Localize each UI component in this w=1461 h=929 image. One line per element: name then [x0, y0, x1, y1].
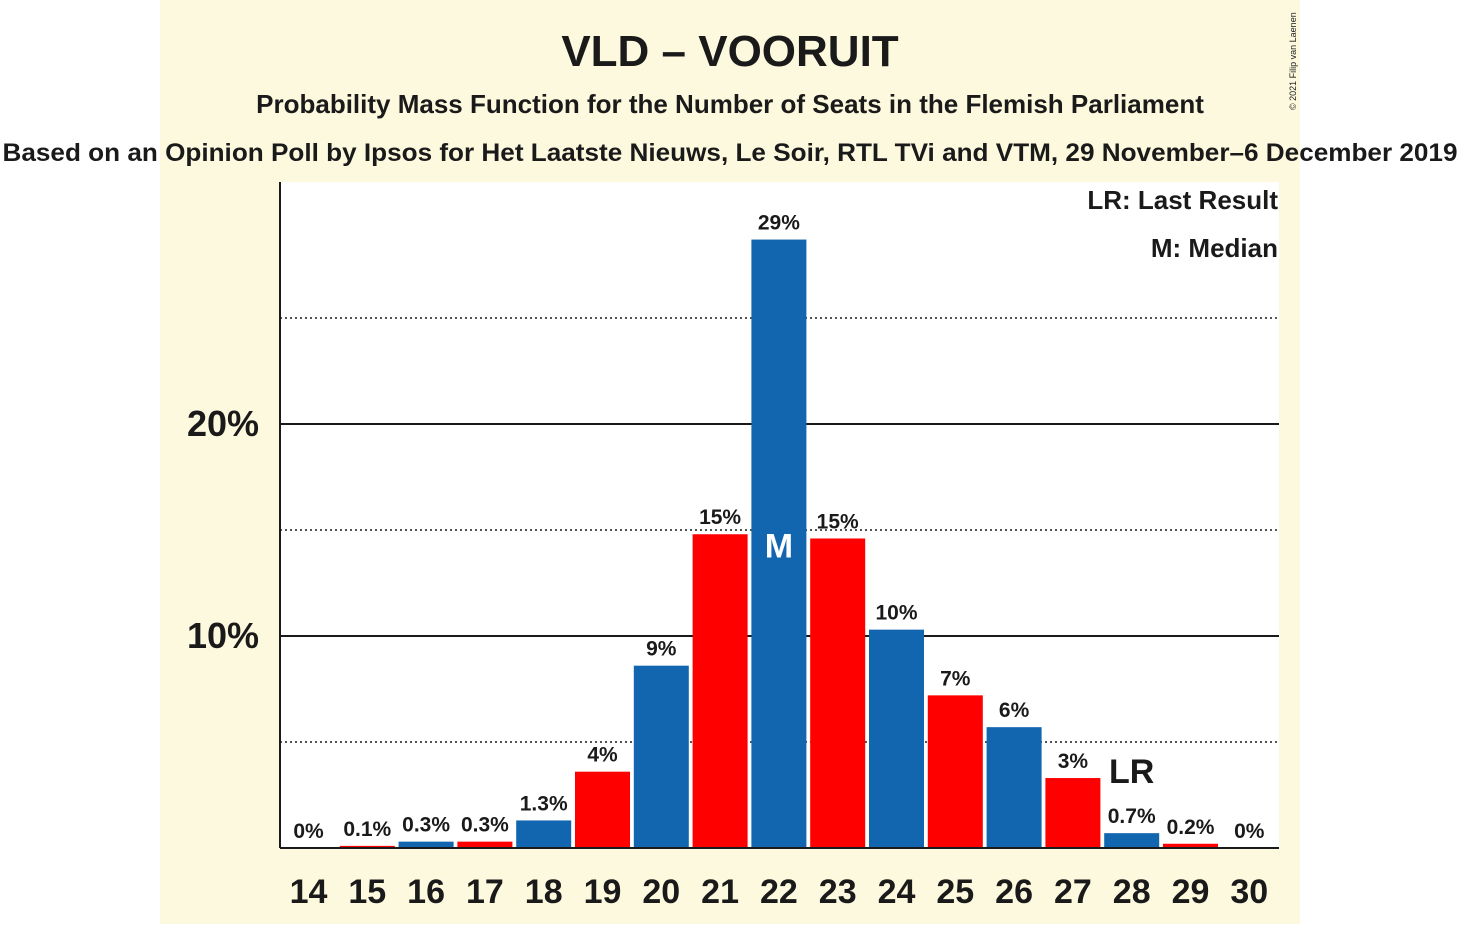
- x-tick-label: 24: [878, 873, 916, 911]
- bar-seat-29: [1163, 843, 1218, 848]
- value-label: 0.1%: [343, 818, 391, 841]
- value-label: 0.3%: [402, 814, 450, 837]
- y-tick-label: 10%: [187, 615, 259, 656]
- x-tick-label: 17: [466, 873, 504, 911]
- bar-seat-16: [398, 841, 454, 848]
- bar-seat-15: [339, 845, 395, 848]
- bar-seat-19: [575, 771, 630, 848]
- value-label: 15%: [817, 510, 859, 533]
- value-labels: 0% 0.1% 0.3% 0.3% 1.3% 4% 9% 15% 29% M 15% 10% 7% 6% 3…: [293, 212, 1264, 843]
- x-tick-label: 16: [407, 873, 445, 911]
- x-tick-label: 21: [701, 873, 739, 911]
- value-label: 15%: [699, 506, 741, 529]
- bar-seat-21: [692, 534, 748, 848]
- median-marker: M: [765, 528, 793, 566]
- bar-seat-22: [751, 239, 807, 848]
- bars: [339, 239, 1218, 848]
- x-tick-label: 25: [936, 873, 974, 911]
- value-label: 4%: [587, 744, 618, 767]
- chart-title: VLD – VOORUIT: [561, 27, 898, 76]
- bar-seat-24: [869, 629, 924, 848]
- last-result-marker: LR: [1109, 753, 1154, 791]
- x-tick-label: 20: [642, 873, 680, 911]
- x-tick-label: 15: [348, 873, 386, 911]
- legend-last-result: LR: Last Result: [1087, 185, 1278, 215]
- bar-seat-26: [986, 727, 1042, 848]
- value-label: 9%: [646, 638, 677, 661]
- x-tick-label: 30: [1230, 873, 1268, 911]
- bar-seat-23: [810, 538, 866, 848]
- y-tick-label: 20%: [187, 403, 259, 444]
- value-label: 1.3%: [520, 792, 568, 815]
- x-tick-label: 27: [1054, 873, 1092, 911]
- value-label: 3%: [1058, 750, 1089, 773]
- x-tick-label: 23: [819, 873, 857, 911]
- value-label: 29%: [758, 212, 800, 235]
- value-label: 0%: [1234, 820, 1265, 843]
- axes: 10% 20% 14 15 16 17 18 19 20 21 22 23 24 25 26 27 28 29 30: [187, 182, 1279, 911]
- bar-seat-27: [1045, 778, 1101, 848]
- value-label: 0%: [293, 820, 324, 843]
- chart-source-line: Based on an Opinion Poll by Ipsos for He…: [3, 139, 1458, 167]
- chart-subtitle: Probability Mass Function for the Number…: [256, 89, 1204, 119]
- bar-seat-25: [927, 695, 983, 848]
- value-label: 7%: [940, 667, 971, 690]
- x-tick-label: 28: [1113, 873, 1151, 911]
- value-label: 0.3%: [461, 814, 509, 837]
- x-tick-label: 14: [290, 873, 328, 911]
- x-tick-label: 29: [1172, 873, 1210, 911]
- value-label: 10%: [875, 602, 917, 625]
- bar-seat-17: [457, 841, 513, 848]
- bar-seat-20: [633, 665, 689, 848]
- value-label: 6%: [999, 699, 1030, 722]
- bar-seat-28: [1104, 833, 1160, 848]
- x-tick-label: 22: [760, 873, 798, 911]
- legend-median: M: Median: [1151, 233, 1278, 263]
- page-margin-right: [1300, 0, 1461, 924]
- copyright-note: © 2021 Filip van Laenen: [1288, 12, 1298, 110]
- page-margin-left: [0, 0, 160, 924]
- x-tick-label: 26: [995, 873, 1033, 911]
- bar-seat-18: [516, 820, 572, 848]
- value-label: 0.2%: [1167, 816, 1215, 839]
- x-tick-label: 18: [525, 873, 563, 911]
- value-label: 0.7%: [1108, 805, 1156, 828]
- x-tick-label: 19: [584, 873, 622, 911]
